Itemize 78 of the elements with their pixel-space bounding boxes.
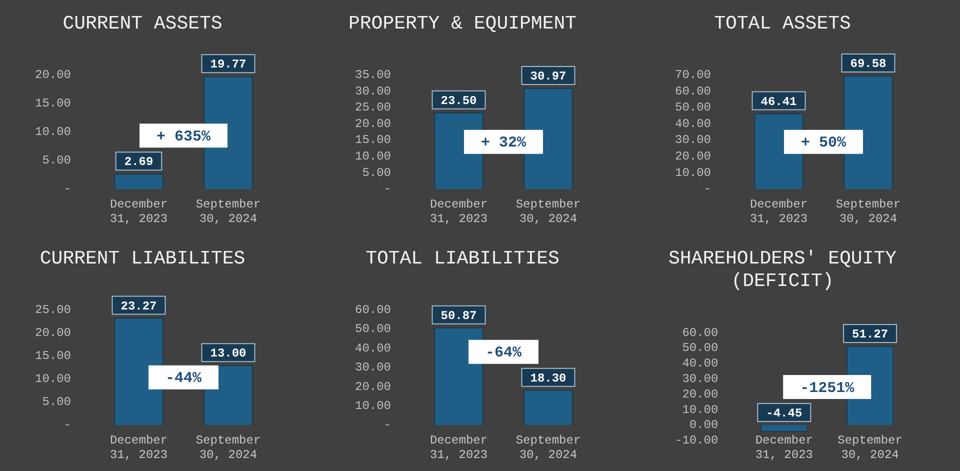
x-tick-label: September 30, 2024: [836, 197, 901, 226]
data-label: 51.27: [852, 328, 888, 342]
annotation: + 32%: [480, 134, 527, 152]
y-tick-label: 30.00: [354, 84, 392, 98]
x-tick-label: December 31, 2023: [430, 433, 488, 462]
y-tick-label: 20.00: [674, 150, 712, 164]
y-tick-label: 15.00: [34, 96, 72, 111]
y-tick-label: -: [64, 418, 72, 432]
y-tick-label: 25.00: [354, 100, 392, 115]
y-tick-label: -: [384, 182, 392, 196]
annotation: -64%: [485, 344, 522, 362]
y-tick-label: 25.00: [34, 302, 72, 317]
y-tick-label: 20.00: [682, 387, 718, 402]
y-tick-label: 5.00: [362, 166, 392, 180]
y-tick-label: 15.00: [34, 349, 72, 364]
y-tick-label: 50.00: [682, 341, 718, 356]
chart-title: TOTAL LIABILITIES: [366, 247, 560, 270]
y-tick-label: 20.00: [354, 380, 392, 394]
x-tick-label: September 30, 2024: [516, 197, 581, 226]
x-tick-label: September 30, 2024: [516, 433, 581, 462]
data-label: 19.77: [210, 58, 246, 72]
y-tick-label: 0.00: [689, 418, 718, 432]
y-tick-label: 5.00: [42, 154, 72, 168]
y-tick-label: 10.00: [34, 372, 72, 386]
x-tick-label: September 30, 2024: [838, 433, 902, 462]
x-tick-label: September 30, 2024: [196, 197, 261, 226]
y-tick-label: 10.00: [354, 398, 392, 413]
y-tick-label: -: [64, 182, 72, 196]
annotation: + 50%: [800, 134, 847, 152]
y-tick-label: 15.00: [354, 133, 392, 148]
y-tick-label: 40.00: [674, 116, 712, 131]
y-tick-label: 60.00: [674, 84, 712, 98]
y-tick-label: -: [384, 418, 392, 432]
x-tick-label: December 31, 2023: [110, 433, 168, 462]
y-tick-label: 30.00: [354, 360, 392, 375]
y-tick-label: 20.00: [354, 116, 392, 131]
y-tick-label: 20.00: [34, 68, 72, 82]
annotation: -1251%: [800, 380, 856, 397]
y-tick-label: 30.00: [682, 372, 718, 386]
y-tick-label: 50.00: [674, 100, 712, 115]
y-tick-label: 10.00: [354, 150, 392, 164]
y-tick-label: -10.00: [674, 434, 718, 448]
data-label: -4.45: [766, 406, 802, 421]
y-tick-label: 10.00: [682, 402, 718, 417]
annotation: -44%: [165, 370, 202, 388]
data-label: 46.41: [760, 94, 797, 109]
x-tick-label: September 30, 2024: [196, 433, 261, 462]
y-tick-label: 70.00: [674, 68, 712, 82]
data-label: 23.27: [120, 299, 157, 314]
y-tick-label: 5.00: [42, 395, 72, 410]
y-tick-label: 40.00: [682, 356, 718, 371]
x-tick-label: December 31, 2023: [750, 197, 808, 226]
chart-title: PROPERTY & EQUIPMENT: [348, 12, 577, 34]
y-tick-label: 10.00: [674, 166, 712, 180]
data-label: 30.97: [530, 69, 566, 84]
x-tick-label: December 31, 2023: [755, 433, 813, 462]
data-label: 18.30: [530, 371, 566, 386]
y-tick-label: 35.00: [354, 68, 392, 82]
y-tick-label: 60.00: [682, 326, 718, 340]
y-tick-label: 50.00: [354, 322, 392, 336]
data-label: 50.87: [440, 308, 477, 323]
data-label: 2.69: [124, 155, 154, 170]
annotation: + 635%: [156, 128, 212, 146]
y-tick-label: 30.00: [674, 133, 712, 148]
chart-title: SHAREHOLDERS' EQUITY (DEFICIT): [668, 247, 898, 292]
y-tick-label: 60.00: [354, 302, 392, 317]
y-tick-label: 40.00: [354, 341, 392, 356]
chart-title: CURRENT ASSETS: [62, 12, 222, 34]
data-label: 69.58: [850, 57, 886, 71]
y-tick-label: -: [704, 182, 712, 196]
y-tick-label: 20.00: [34, 326, 72, 340]
x-tick-label: December 31, 2023: [430, 197, 488, 226]
data-label: 23.50: [440, 94, 477, 108]
data-label: 13.00: [210, 346, 246, 361]
x-tick-label: December 31, 2023: [110, 197, 168, 226]
chart-title: CURRENT LIABILITES: [40, 247, 246, 270]
y-tick-label: 10.00: [34, 125, 72, 140]
chart-title: TOTAL ASSETS: [714, 12, 851, 34]
